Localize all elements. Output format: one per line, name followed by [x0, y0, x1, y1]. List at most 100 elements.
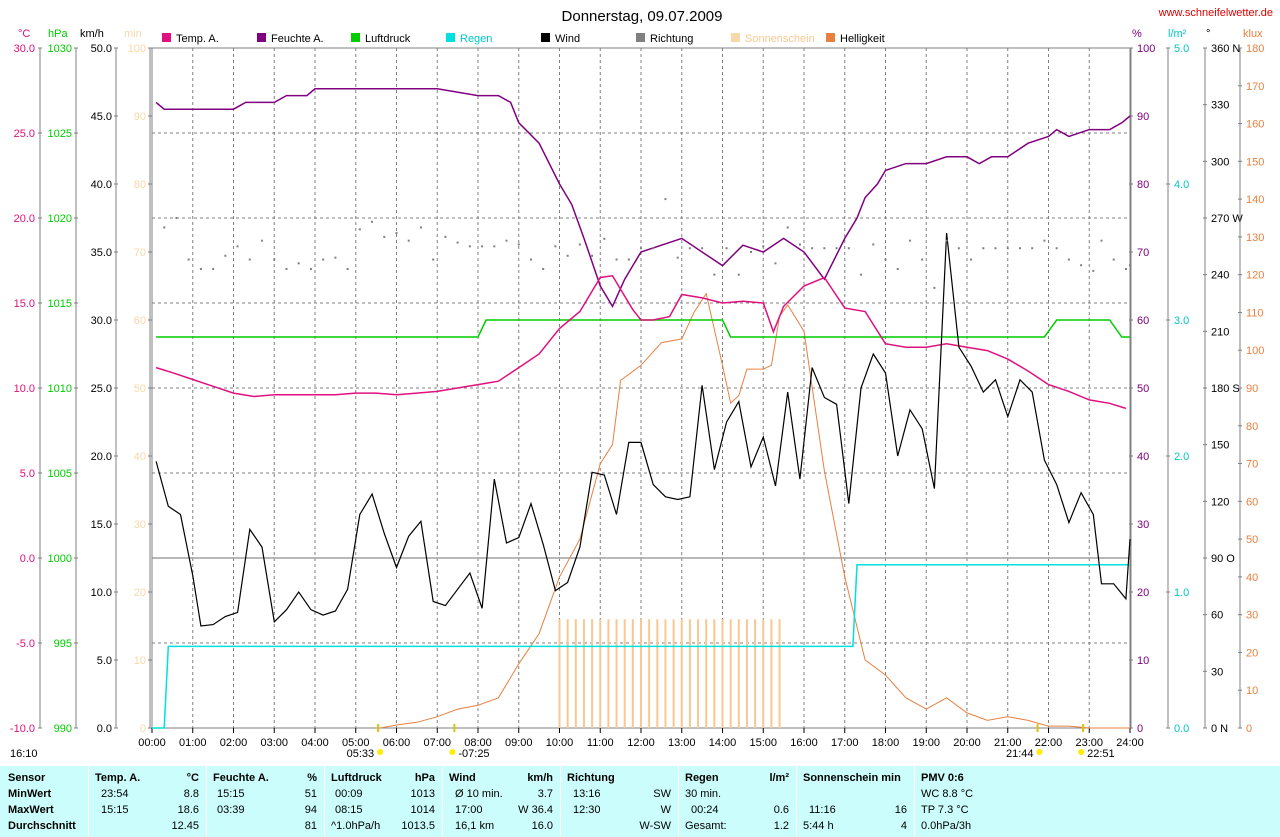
direction-point: [688, 247, 691, 250]
press-trend: ^1.0hPa/h: [331, 820, 381, 832]
temp-axis-tick-label: 20.0: [14, 213, 35, 225]
wind-mean: 16.0: [531, 820, 553, 832]
weather-chart: Donnerstag, 09.07.2009 www.schneifelwett…: [10, 7, 1273, 760]
direction-point: [811, 247, 814, 250]
sun-markers: 05:33 -07:25 21:44 22:51: [347, 724, 1115, 760]
humidity-unit-label: %: [1132, 28, 1142, 40]
direction-axis-tick-label: 360 N: [1211, 43, 1240, 55]
humidity-line: [155, 88, 1131, 309]
pressure-unit-label: hPa: [48, 28, 68, 40]
direction-point: [664, 198, 667, 201]
x-tick-label: 23:00: [1075, 737, 1103, 749]
direction-point: [603, 237, 606, 240]
direction-point: [921, 258, 924, 261]
direction-axis-tick-label: 120: [1211, 496, 1229, 508]
annotation-time-left: 16:10: [10, 748, 38, 760]
dir-avg: W-SW: [639, 820, 671, 832]
direction-point: [884, 258, 887, 261]
direction-point: [505, 239, 508, 242]
temp-axis-tick-label: 30.0: [14, 43, 35, 55]
direction-point: [383, 235, 386, 238]
hum-head: Feuchte A.: [213, 772, 269, 784]
hum-unit: %: [307, 772, 317, 784]
direction-point: [456, 241, 459, 244]
pmv-dewpoint: TP 7.3 °C: [921, 804, 969, 816]
pressure-axis-tick-label: 1020: [48, 213, 72, 225]
direction-axis-tick-label: 210: [1211, 326, 1229, 338]
direction-point: [212, 268, 215, 270]
direction-point: [591, 254, 594, 257]
hum-max-time: 03:39: [217, 804, 245, 816]
legend-label: Helligkeit: [840, 33, 885, 45]
sunshine-axis-tick-label: 70: [134, 247, 146, 259]
direction-point: [224, 254, 227, 257]
sun-marker-label: 05:33: [347, 748, 375, 760]
press-min: 1013: [410, 788, 435, 800]
wind-axis-tick-label: 5.0: [97, 655, 112, 667]
humidity-axis-tick-label: 10: [1137, 655, 1149, 667]
direction-point: [481, 245, 484, 248]
direction-point: [309, 268, 312, 270]
direction-point: [334, 256, 337, 259]
brightness-axis-tick-label: 80: [1246, 421, 1258, 433]
dir-min-time: 13:16: [573, 788, 601, 800]
row-label-max: MaxWert: [8, 804, 54, 816]
dir-min: SW: [653, 788, 671, 800]
sun-max: 16: [894, 804, 907, 816]
legend-label: Temp. A.: [176, 33, 219, 45]
direction-point: [762, 245, 765, 248]
humidity-axis-tick-label: 30: [1137, 519, 1149, 531]
temp-axis-tick-label: 15.0: [14, 298, 35, 310]
brightness-axis-tick-label: 180: [1246, 43, 1264, 55]
direction-point: [542, 268, 545, 270]
rain-max: 0.6: [773, 804, 789, 816]
rain-axis-tick-label: 3.0: [1174, 315, 1189, 327]
x-tick-label: 11:00: [587, 737, 614, 749]
pressure-axis-tick-label: 1025: [48, 128, 72, 140]
sunshine-axis-tick-label: 80: [134, 179, 146, 191]
brightness-axis-tick-label: 110: [1246, 307, 1264, 319]
sun-marker-icon: [377, 749, 384, 755]
direction-point: [175, 217, 178, 219]
direction-axis-tick-label: 30: [1211, 666, 1223, 678]
direction-point: [676, 256, 679, 259]
temp-min: 8.8: [183, 788, 199, 800]
hum-max: 94: [304, 804, 317, 816]
direction-point: [358, 228, 361, 231]
pressure-line: [156, 319, 1130, 338]
direction-point: [566, 254, 569, 257]
stats-col-direction: Richtung 13:16 SW 12:30 W W-SW: [560, 766, 679, 837]
dir-max-time: 12:30: [573, 804, 601, 816]
site-url[interactable]: www.schneifelwetter.de: [1158, 7, 1273, 19]
direction-point: [432, 258, 435, 261]
humidity-axis-tick-label: 50: [1137, 383, 1149, 395]
row-label-min: MinWert: [8, 788, 52, 800]
sun-marker-label: -07:25: [458, 748, 489, 760]
brightness-axis-tick-label: 10: [1246, 685, 1258, 697]
x-tick-label: 05:00: [342, 737, 370, 749]
x-tick-label: 02:00: [220, 737, 248, 749]
rain-total-label: Gesamt:: [685, 820, 727, 832]
wind-distance: 16,1 km: [455, 820, 495, 832]
brightness-axis-tick-label: 20: [1246, 647, 1258, 659]
legend-swatch: [731, 33, 740, 42]
brightness-axis-tick-label: 140: [1246, 194, 1264, 206]
pressure-axis-tick-label: 990: [54, 723, 72, 735]
direction-point: [798, 243, 801, 246]
temp-axis-tick-label: -5.0: [16, 638, 35, 650]
press-unit: hPa: [414, 772, 435, 784]
direction-point: [750, 251, 753, 253]
direction-point: [725, 247, 728, 250]
brightness-axis-tick-label: 60: [1246, 496, 1258, 508]
brightness-axis-tick-label: 160: [1246, 119, 1264, 131]
x-tick-label: 09:00: [505, 737, 533, 749]
x-tick-label: 22:00: [1035, 737, 1063, 749]
legend-swatch: [257, 33, 266, 42]
direction-point: [994, 247, 997, 250]
wind-axis-tick-label: 15.0: [91, 519, 112, 531]
dir-head: Richtung: [567, 772, 615, 784]
direction-point: [737, 273, 740, 276]
press-max-time: 08:15: [335, 804, 363, 816]
x-tick-label: 10:00: [546, 737, 574, 749]
plot-marks: [152, 88, 1131, 729]
